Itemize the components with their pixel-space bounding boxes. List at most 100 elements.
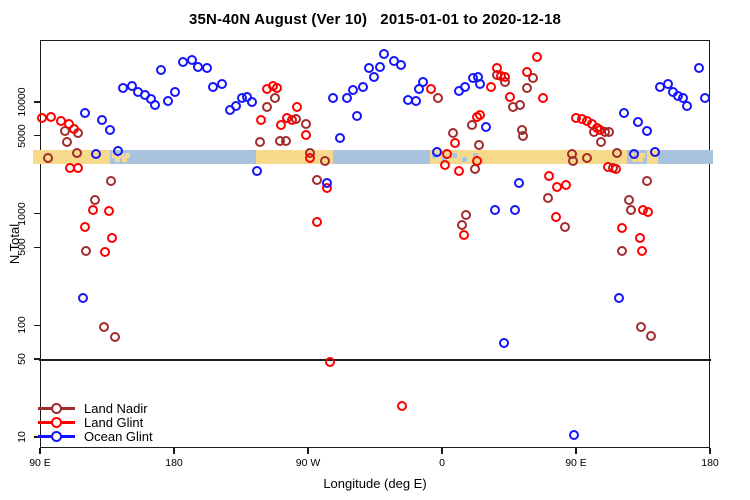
data-point (537, 92, 548, 103)
data-point (543, 170, 554, 181)
data-point (643, 207, 654, 218)
land-ocean-band-segment (657, 150, 713, 164)
land-ocean-band-speckle (121, 157, 127, 162)
data-point (89, 194, 100, 205)
data-point (104, 125, 115, 136)
data-point (693, 63, 704, 74)
data-point (304, 152, 315, 163)
land-ocean-band-speckle (631, 157, 637, 162)
x-tick-mark (441, 448, 443, 454)
y-tick-mark (34, 358, 40, 360)
land-ocean-band-speckle (115, 157, 121, 162)
y-tick-label: 10000 (16, 87, 28, 117)
data-point (96, 115, 107, 125)
data-point (255, 115, 266, 125)
data-point (596, 136, 606, 147)
x-tick-mark (39, 448, 41, 454)
data-point (325, 357, 336, 368)
data-point (459, 82, 470, 93)
data-point (582, 152, 593, 163)
data-point (681, 101, 692, 112)
data-point (629, 149, 640, 160)
legend: Land Nadir Land Glint Ocean Glint (38, 400, 153, 444)
data-point (311, 216, 322, 227)
legend-item-land-nadir: Land Nadir (38, 400, 153, 416)
data-point (636, 246, 647, 257)
data-point (81, 246, 91, 257)
y-tick-mark (34, 436, 40, 438)
data-point (216, 78, 227, 89)
x-tick-label: 180 (701, 457, 719, 469)
data-point (559, 222, 570, 232)
land-ocean-band-segment (486, 150, 627, 164)
data-point (611, 164, 622, 175)
data-point (99, 321, 110, 332)
data-point (241, 91, 252, 102)
data-point (192, 61, 203, 72)
y-axis-label: N Total (7, 223, 22, 265)
data-point (79, 108, 90, 119)
data-point (396, 400, 407, 411)
data-point (117, 82, 128, 93)
y-tick-mark (34, 212, 40, 215)
data-point (551, 181, 562, 192)
data-point (208, 82, 218, 93)
data-point (319, 156, 330, 167)
data-point (662, 78, 673, 89)
data-point (517, 130, 528, 141)
data-point (515, 100, 526, 110)
legend-marker-line (38, 402, 75, 414)
legend-item-label: Land Nadir (84, 400, 148, 416)
data-point (311, 175, 322, 186)
data-point (456, 219, 467, 230)
data-point (36, 112, 47, 123)
data-point (187, 54, 197, 65)
data-point (431, 146, 442, 157)
legend-item-land-glint: Land Glint (38, 414, 153, 430)
y-tick-label: 100 (16, 316, 28, 335)
data-point (611, 147, 622, 158)
data-point (156, 64, 167, 75)
data-point (550, 212, 561, 223)
y-tick-label: 10 (16, 431, 28, 443)
data-point (413, 83, 424, 94)
data-point (441, 149, 452, 160)
data-point (466, 120, 477, 131)
data-point (649, 146, 660, 157)
x-tick-label: 180 (165, 457, 183, 469)
legend-item-ocean-glint: Ocean Glint (38, 428, 153, 444)
y-tick-mark (34, 134, 40, 137)
data-point (527, 73, 538, 83)
data-point (642, 176, 653, 187)
y-tick-mark (34, 324, 40, 327)
data-point (110, 332, 121, 343)
data-point (351, 110, 362, 121)
data-point (625, 205, 636, 216)
data-point (449, 137, 460, 148)
data-point (230, 101, 241, 112)
data-point (642, 126, 653, 136)
legend-item-label: Ocean Glint (84, 428, 153, 444)
data-point (78, 292, 89, 303)
data-point (460, 209, 471, 220)
data-point (480, 121, 491, 132)
data-point (459, 230, 470, 241)
x-axis-label: Longitude (deg E) (323, 476, 427, 491)
data-point (364, 63, 375, 74)
data-point (617, 223, 627, 234)
reference-line-n50 (39, 359, 711, 361)
legend-marker-line (38, 416, 75, 428)
legend-marker-line (38, 430, 75, 442)
data-point (448, 127, 459, 138)
data-point (103, 206, 114, 217)
data-point (127, 81, 137, 92)
data-point (505, 92, 516, 103)
legend-item-label: Land Glint (84, 414, 144, 430)
data-point (485, 82, 496, 93)
data-point (473, 140, 484, 151)
legend-marker-circle (51, 416, 62, 428)
data-point (335, 133, 345, 144)
data-point (453, 166, 464, 177)
data-point (328, 92, 338, 103)
